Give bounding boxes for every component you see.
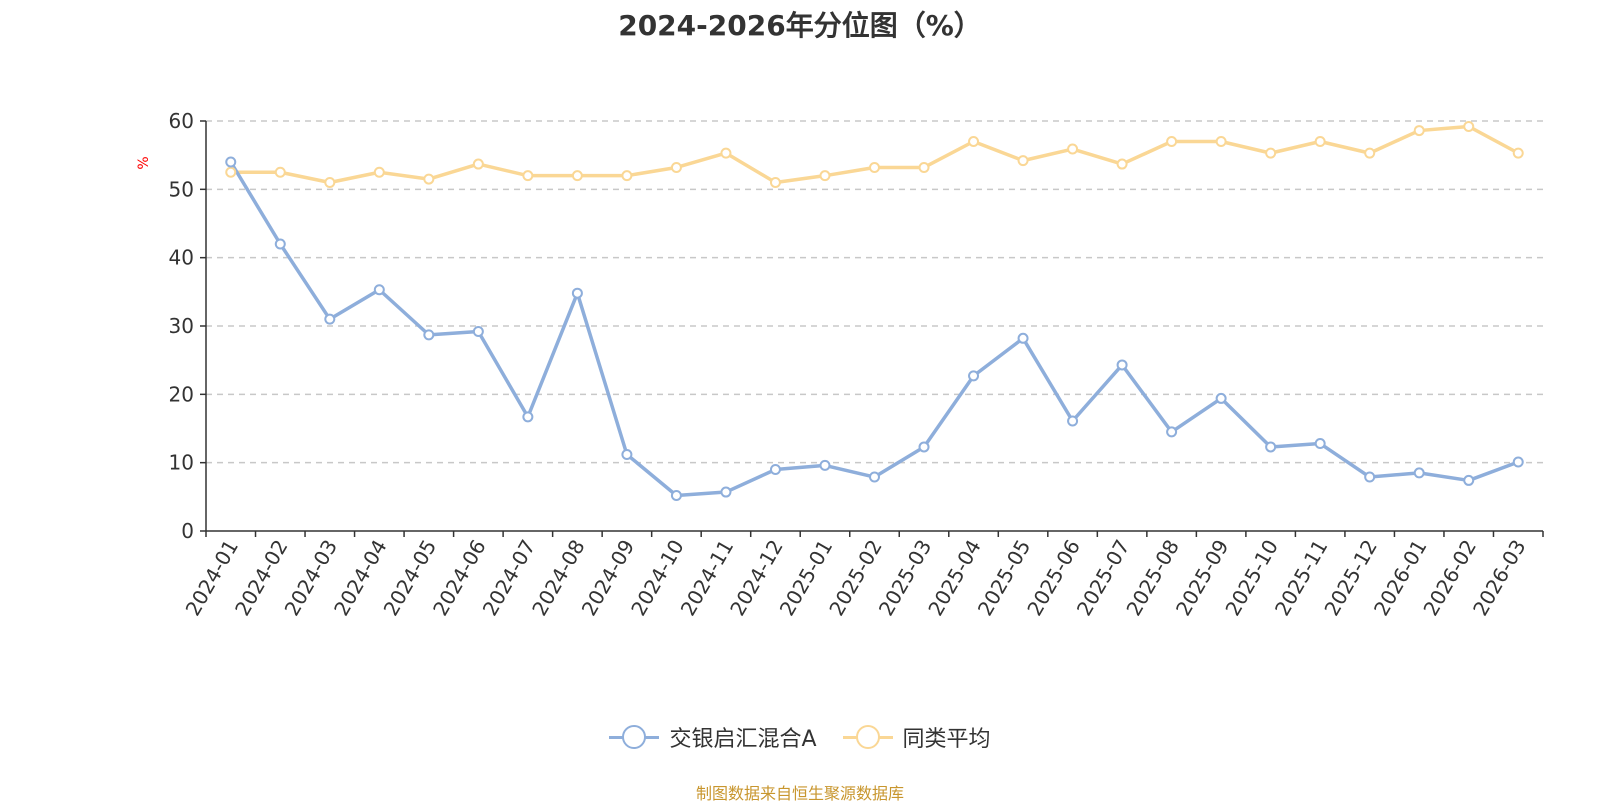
legend-item-series-2[interactable]: 同类平均 (842, 721, 991, 753)
data-source-note: 制图数据来自恒生聚源数据库 (695, 784, 904, 803)
series-1-point (1265, 441, 1277, 453)
series-1-point (1166, 426, 1178, 438)
series-1-point (670, 489, 682, 501)
series-2-point (918, 161, 930, 173)
series-1-point (1017, 332, 1029, 344)
legend-label-series-2: 同类平均 (902, 727, 991, 752)
series-2-point (1314, 136, 1326, 147)
series-1-point (1413, 467, 1425, 479)
y-tick-label: 40 (169, 246, 194, 270)
series-2-point (968, 136, 980, 147)
series-2-point (1166, 136, 1178, 147)
legend-label-series-1: 交银启汇混合A (669, 727, 817, 752)
series-2-point (1067, 143, 1079, 155)
series-2-point (769, 177, 781, 188)
series-1-point (869, 471, 880, 483)
series-2-point (1017, 155, 1029, 167)
series-1-point (720, 486, 732, 498)
y-axis-unit-label: % (136, 156, 152, 169)
y-tick-label: 10 (169, 451, 194, 475)
series-1-point (274, 238, 286, 250)
series-1-point (1463, 474, 1475, 486)
series-line-2 (230, 124, 1520, 185)
series-1-point (621, 448, 633, 460)
line-chart: 0102030405060%2024-012024-022024-032024-… (136, 109, 1544, 620)
y-tick-label: 50 (169, 177, 194, 201)
series-2-point (571, 170, 583, 182)
series-2-point (324, 177, 336, 188)
series-2-point (1215, 136, 1227, 147)
series-1-point (1512, 456, 1524, 468)
legend-item-series-1[interactable]: 交银启汇混合A (609, 721, 817, 753)
series-2-point (1413, 125, 1425, 137)
series-1-point (324, 313, 336, 325)
series-1-point (968, 370, 980, 382)
series-2-point (472, 158, 484, 170)
series-1-point (769, 464, 781, 475)
legend-marker-series-2 (842, 723, 893, 751)
series-2-point (1265, 147, 1277, 159)
series-2-point (621, 170, 633, 182)
legend: 交银启汇混合A 同类平均 (0, 721, 1600, 753)
series-1-point (373, 284, 385, 296)
series-2-point (1116, 158, 1128, 170)
series-1-point (1364, 471, 1376, 483)
series-1-point (423, 329, 435, 341)
series-2-point (1512, 147, 1524, 159)
series-1-point (918, 441, 930, 453)
series-2-point (274, 166, 286, 178)
series-2-point (423, 173, 435, 185)
series-2-point (522, 170, 534, 182)
series-2-point (819, 170, 831, 182)
y-tick-label: 20 (169, 382, 194, 406)
series-1-point (819, 459, 831, 471)
y-tick-label: 30 (169, 314, 194, 338)
series-2-point (720, 147, 732, 159)
series-2-point (373, 166, 385, 178)
series-2-point (869, 161, 880, 173)
series-1-point (1116, 359, 1128, 371)
legend-marker-series-1 (609, 723, 660, 751)
y-tick-label: 60 (169, 109, 194, 133)
series-2-point (670, 161, 682, 173)
y-tick-label: 0 (181, 519, 194, 543)
series-1-point (571, 287, 583, 299)
series-1-point (522, 411, 534, 423)
series-1-point (225, 156, 237, 168)
chart-title: 2024-2026年分位图（%） (618, 9, 982, 42)
series-1-point (1215, 392, 1227, 404)
series-1-point (1314, 438, 1326, 450)
series-2-point (225, 166, 237, 178)
series-2-point (1463, 120, 1475, 132)
series-1-point (472, 325, 484, 337)
series-2-point (1364, 147, 1376, 159)
series-1-point (1067, 415, 1079, 427)
